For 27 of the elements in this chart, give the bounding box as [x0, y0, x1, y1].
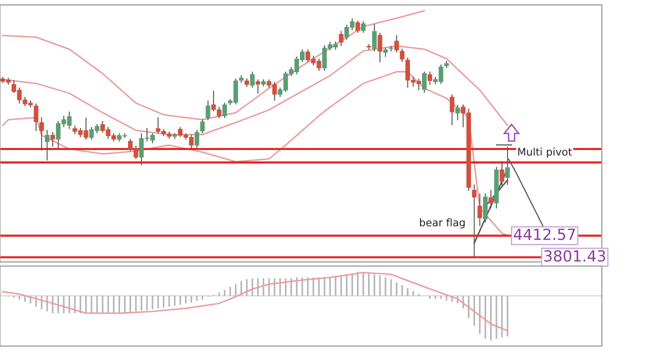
candlestick	[455, 105, 460, 120]
candlestick	[428, 72, 432, 85]
candlestick	[372, 24, 377, 52]
candlestick	[361, 21, 366, 33]
candlestick	[400, 48, 404, 62]
candlestick	[34, 103, 38, 131]
candlestick	[394, 35, 399, 52]
candlestick	[206, 100, 210, 120]
candlestick	[222, 102, 227, 118]
ref-line-label: 3801.43	[544, 250, 606, 262]
ref-line-label: 4412.57	[514, 228, 575, 240]
candlestick	[378, 32, 382, 62]
candlestick	[194, 130, 200, 148]
candlestick	[478, 193, 482, 226]
candlestick	[422, 72, 427, 93]
candlestick	[450, 94, 454, 126]
candlestick	[44, 130, 50, 160]
annotation: bear flag	[420, 218, 465, 228]
candlestick	[250, 72, 255, 88]
candlestick	[200, 119, 205, 134]
text: Multi pivot	[518, 148, 572, 158]
candlestick	[256, 79, 260, 94]
candlestick	[39, 117, 44, 151]
candlestick	[388, 46, 394, 52]
candlestick	[338, 31, 344, 46]
candlestick	[355, 20, 360, 33]
candlestick	[50, 132, 55, 147]
